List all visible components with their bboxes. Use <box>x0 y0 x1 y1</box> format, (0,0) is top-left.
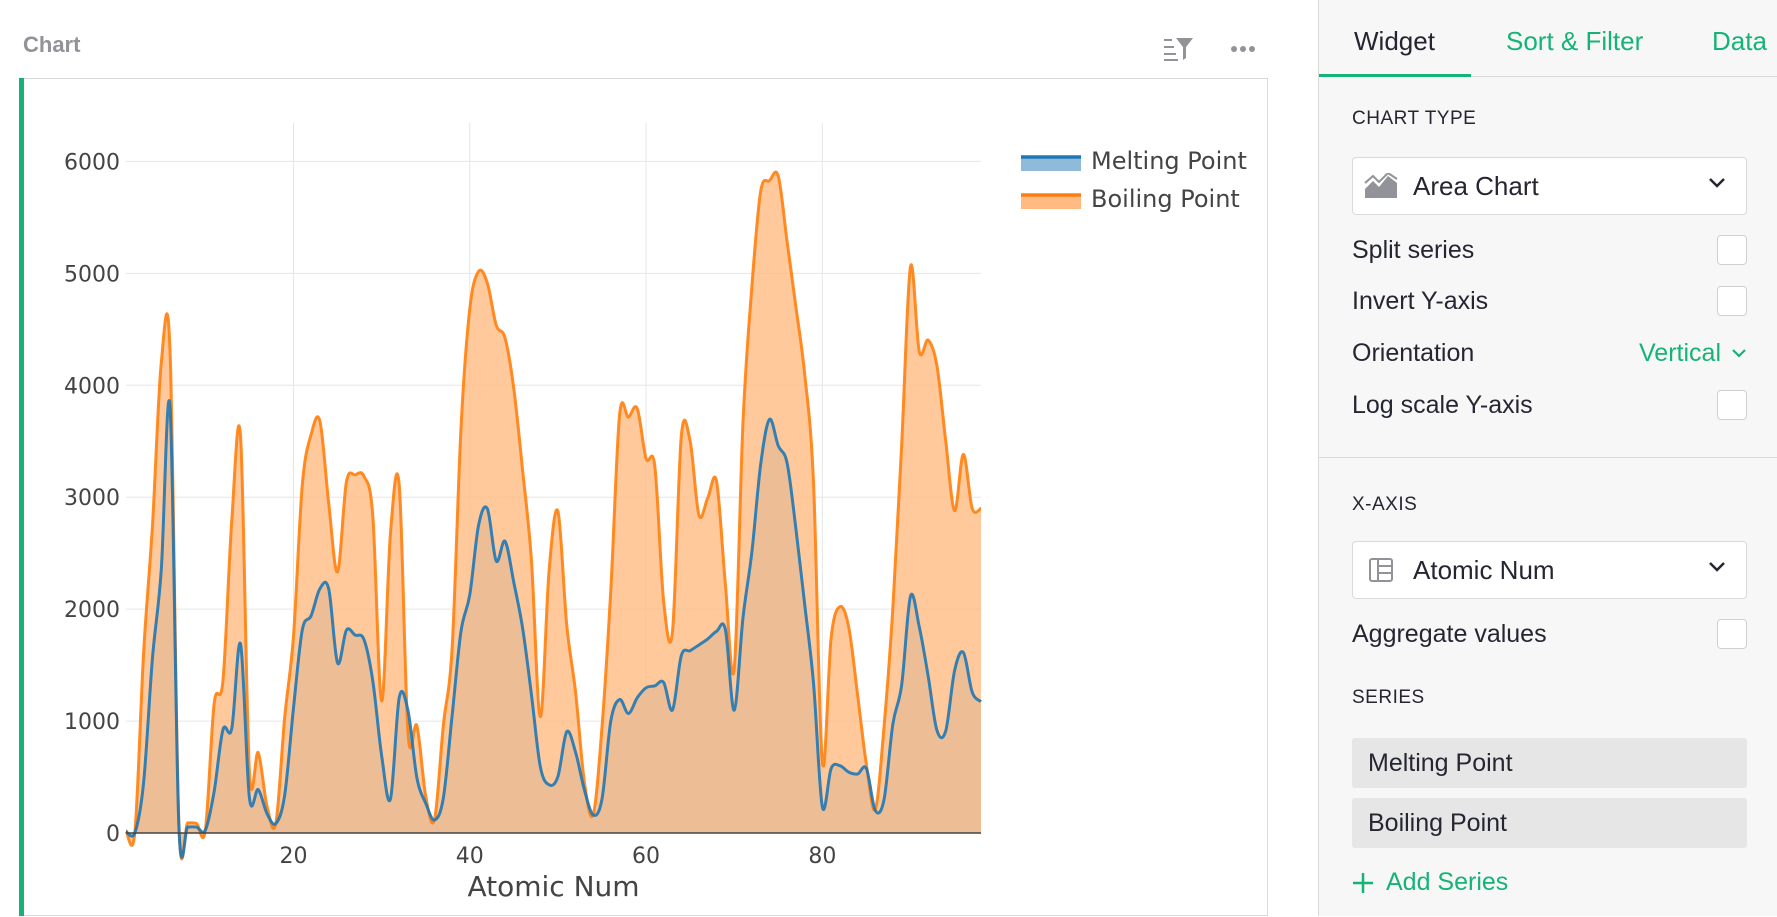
x-axis-label: Atomic Num <box>1413 554 1555 585</box>
chevron-down-icon <box>1731 348 1747 358</box>
tab-data[interactable]: Data <box>1712 26 1767 56</box>
log-scale-option: Log scale Y-axis <box>1352 385 1747 425</box>
legend-label: Melting Point <box>1091 147 1247 175</box>
split-series-label: Split series <box>1352 235 1475 264</box>
x-tick-label: 20 <box>279 844 307 869</box>
y-tick-label: 0 <box>106 822 120 847</box>
aggregate-values-option: Aggregate values <box>1352 614 1747 654</box>
melting-point-line <box>125 399 983 859</box>
series-item-boiling-point[interactable]: Boiling Point <box>1352 798 1747 848</box>
active-widget-indicator <box>19 78 24 916</box>
boiling-point-line <box>124 170 982 861</box>
orientation-label: Orientation <box>1352 338 1475 367</box>
y-tick-label: 6000 <box>64 150 120 175</box>
tab-widget[interactable]: Widget <box>1354 26 1435 56</box>
chart-type-heading: CHART TYPE <box>1352 108 1477 129</box>
chart-type-select[interactable]: Area Chart <box>1352 157 1747 215</box>
chart-legend: Melting Point Boiling Point <box>1021 147 1247 213</box>
y-tick-label: 3000 <box>64 486 120 511</box>
creator-panel: Widget Sort & Filter Data CHART TYPE Are… <box>1318 0 1777 916</box>
orientation-select[interactable]: Vertical <box>1639 339 1747 368</box>
plus-icon <box>1352 872 1374 894</box>
widget-header: Chart <box>0 0 1318 78</box>
sort-filter-icon[interactable] <box>1162 34 1196 64</box>
tab-sort-filter[interactable]: Sort & Filter <box>1506 26 1644 56</box>
x-tick-label: 60 <box>632 844 660 869</box>
chart-areas <box>124 170 983 861</box>
aggregate-values-checkbox[interactable] <box>1717 619 1747 649</box>
aggregate-values-label: Aggregate values <box>1352 619 1547 648</box>
y-tick-label: 5000 <box>64 262 120 287</box>
area-chart-icon <box>1363 168 1399 204</box>
active-tab-underline <box>1319 74 1471 77</box>
section-divider <box>1319 457 1777 458</box>
x-tick-label: 80 <box>808 844 836 869</box>
y-tick-label: 1000 <box>64 710 120 735</box>
melting-point-legend-swatch <box>1021 157 1081 171</box>
split-series-checkbox[interactable] <box>1717 235 1747 265</box>
series-item-melting-point[interactable]: Melting Point <box>1352 738 1747 788</box>
table-column-icon <box>1363 552 1399 588</box>
chart-type-label: Area Chart <box>1413 170 1539 201</box>
invert-y-axis-checkbox[interactable] <box>1717 286 1747 316</box>
chevron-down-icon <box>1708 560 1726 578</box>
orientation-value: Vertical <box>1639 338 1721 367</box>
x-tick-label: 40 <box>456 844 484 869</box>
panel-tabs: Widget Sort & Filter Data <box>1319 0 1777 77</box>
invert-y-axis-option: Invert Y-axis <box>1352 281 1747 321</box>
chart-widget[interactable]: 0 1000 2000 3000 4000 5000 6000 20 40 60 80 Atomic … <box>19 78 1268 916</box>
area-chart: 0 1000 2000 3000 4000 5000 6000 20 40 60 80 Atomic … <box>64 123 1247 903</box>
chevron-down-icon <box>1708 176 1726 194</box>
boiling-point-legend-swatch <box>1021 195 1081 209</box>
y-tick-label: 2000 <box>64 598 120 623</box>
x-axis-select[interactable]: Atomic Num <box>1352 541 1747 599</box>
orientation-option: Orientation Vertical <box>1352 333 1747 373</box>
more-options-icon[interactable] <box>1226 34 1260 64</box>
add-series-label: Add Series <box>1386 868 1509 896</box>
legend-label: Boiling Point <box>1091 185 1240 213</box>
x-axis-heading: X-AXIS <box>1352 494 1418 515</box>
x-axis-title: Atomic Num <box>467 870 639 903</box>
split-series-option: Split series <box>1352 230 1747 270</box>
log-scale-checkbox[interactable] <box>1717 390 1747 420</box>
log-scale-label: Log scale Y-axis <box>1352 390 1533 419</box>
chart-axes: 0 1000 2000 3000 4000 5000 6000 20 40 60 80 Atomic … <box>64 150 981 903</box>
y-tick-label: 4000 <box>64 374 120 399</box>
invert-y-axis-label: Invert Y-axis <box>1352 286 1489 315</box>
widget-title: Chart <box>23 32 81 57</box>
series-heading: SERIES <box>1352 687 1425 708</box>
add-series-button[interactable]: Add Series <box>1352 868 1508 897</box>
boiling-point-area <box>126 172 981 859</box>
